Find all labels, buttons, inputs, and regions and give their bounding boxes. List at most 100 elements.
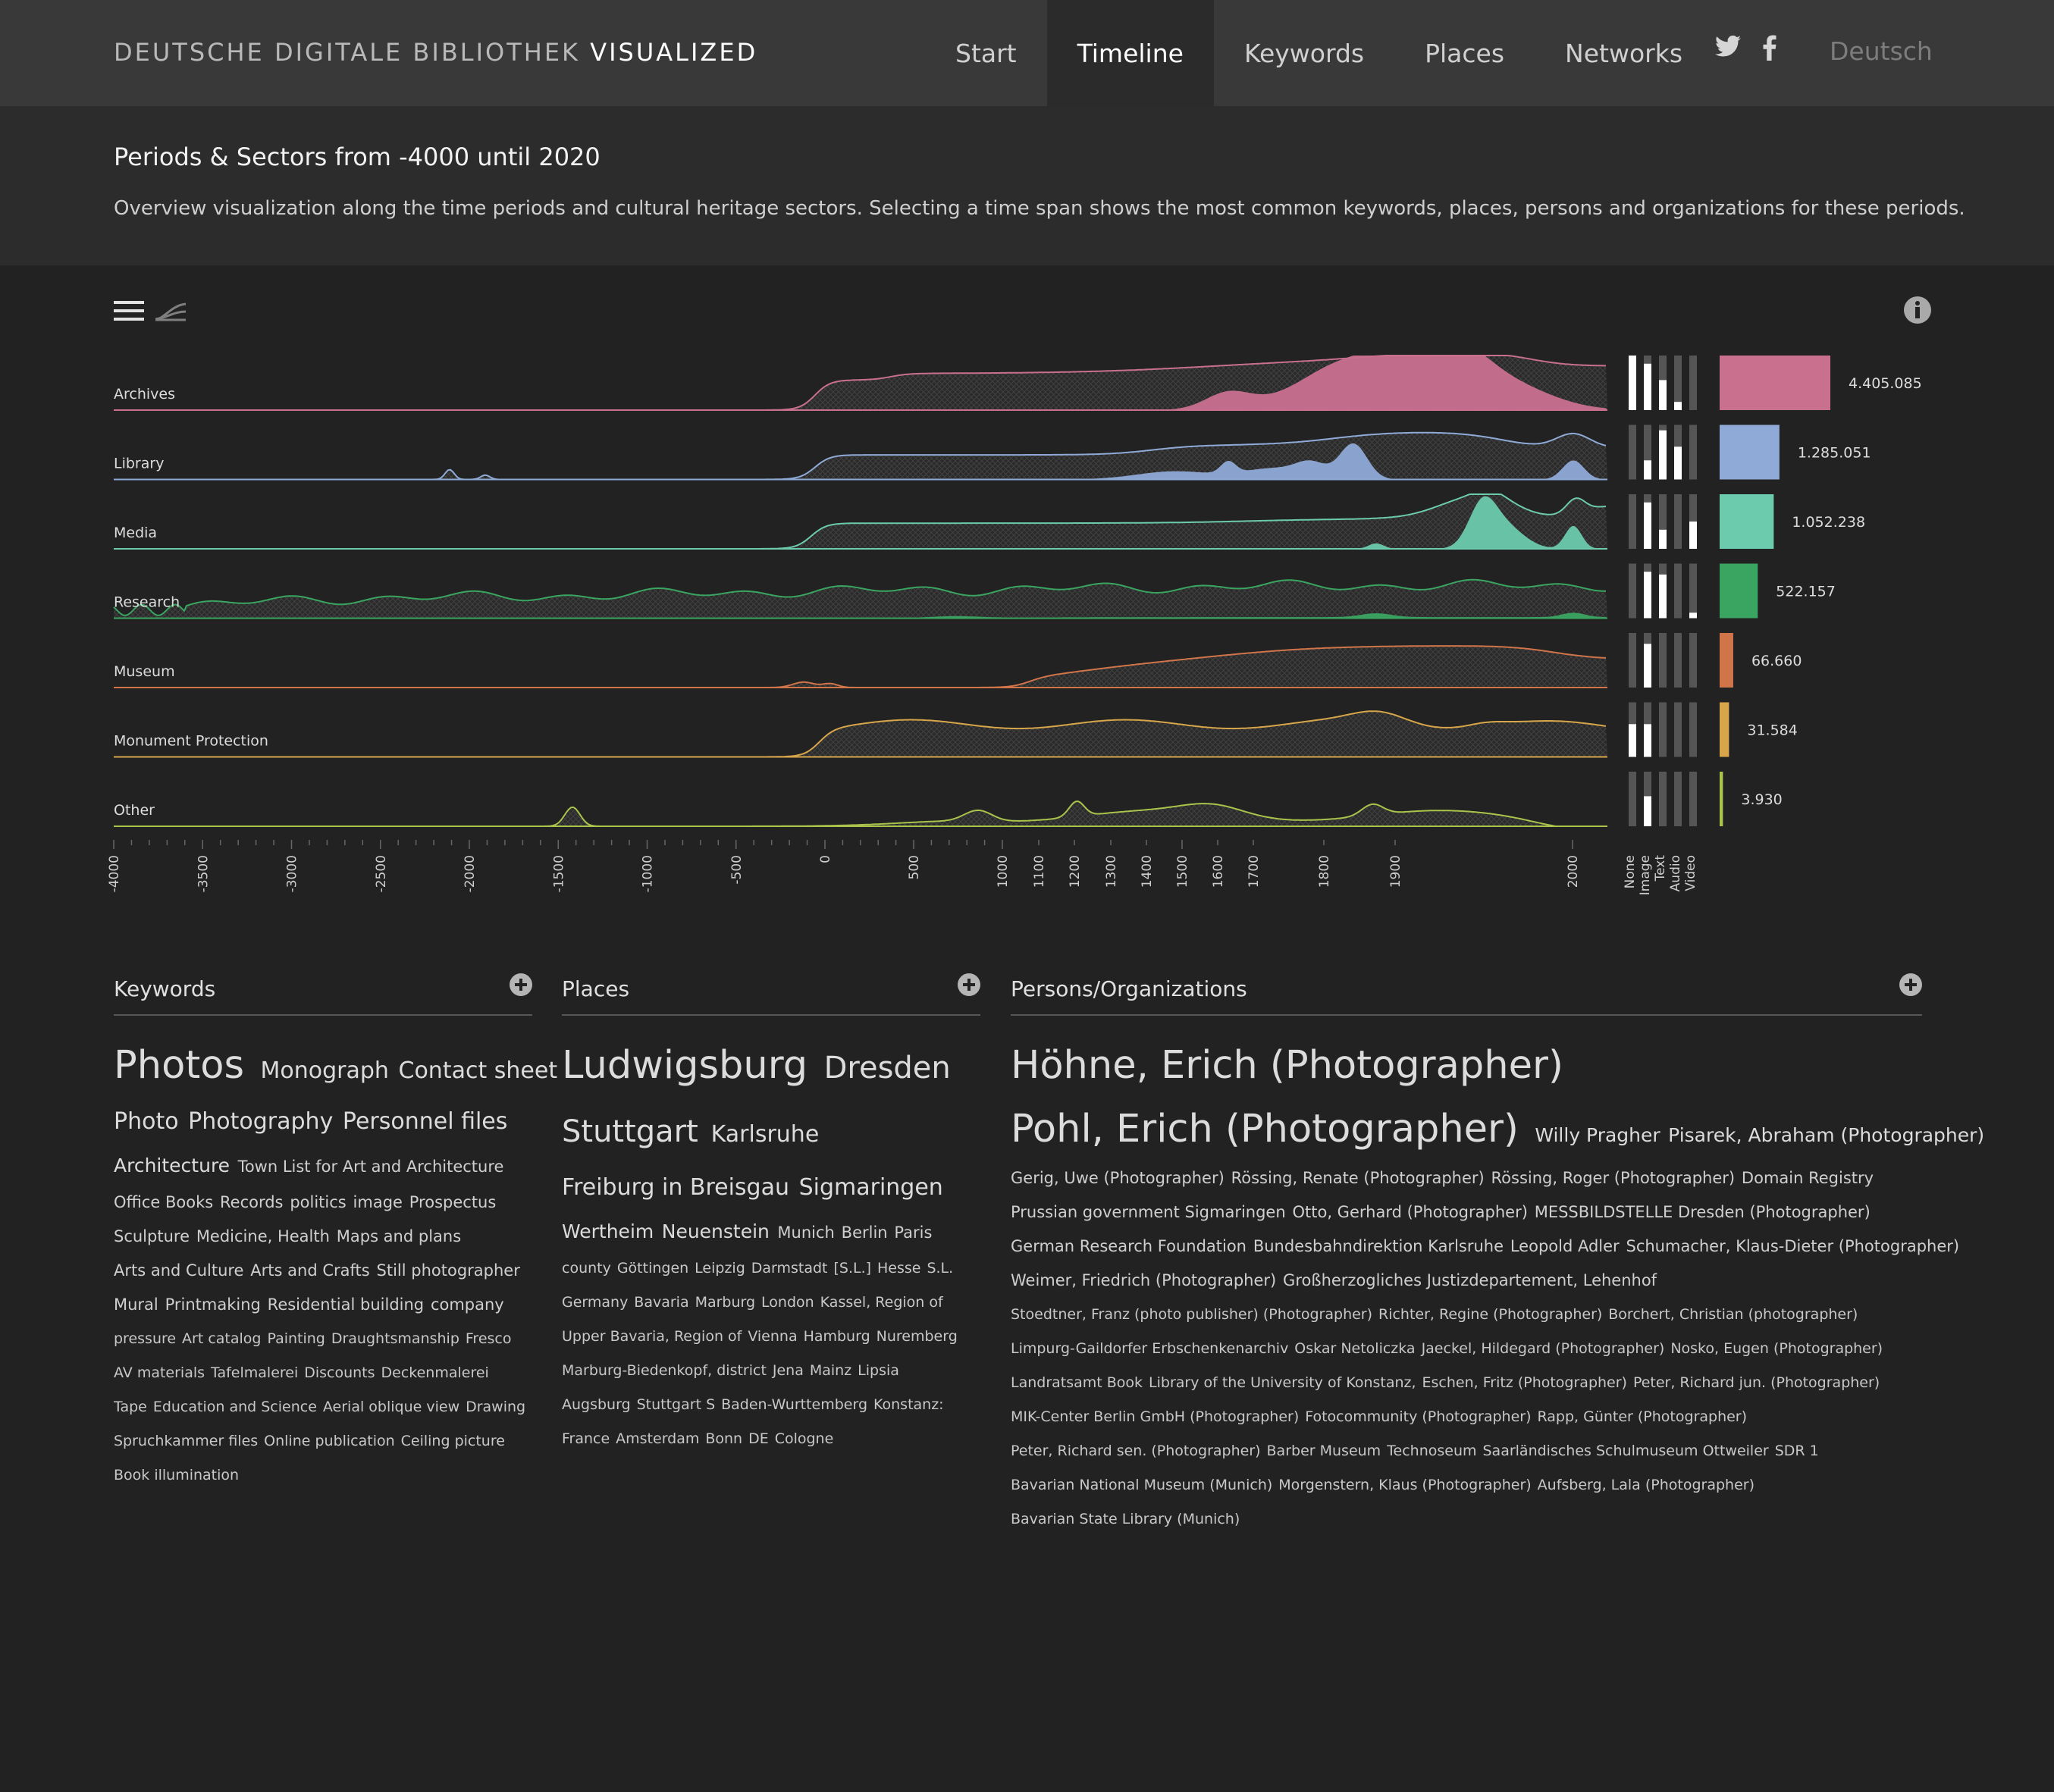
keyword-item[interactable]: Aerial oblique view bbox=[322, 1399, 460, 1415]
keyword-item[interactable]: politics bbox=[290, 1193, 347, 1211]
person-item[interactable]: Borchert, Christian (photographer) bbox=[1608, 1306, 1858, 1323]
place-item[interactable]: Marburg-Biedenkopf, district bbox=[562, 1362, 767, 1379]
place-item[interactable]: [S.L.] bbox=[833, 1260, 872, 1277]
place-item[interactable]: Marburg bbox=[695, 1294, 756, 1311]
menu-icon[interactable] bbox=[114, 299, 144, 322]
keyword-item[interactable]: Deckenmalerei bbox=[381, 1364, 489, 1381]
person-item[interactable]: Bavarian State Library (Munich) bbox=[1011, 1511, 1240, 1527]
keyword-item[interactable]: Tape bbox=[114, 1399, 147, 1415]
person-item[interactable]: Gerig, Uwe (Photographer) bbox=[1011, 1169, 1225, 1187]
person-item[interactable]: Library of the University of Konstanz, bbox=[1149, 1374, 1416, 1391]
sector-row-media[interactable]: Media 1.052.238 bbox=[114, 493, 1865, 550]
keyword-item[interactable]: Drawing bbox=[466, 1399, 526, 1415]
sector-total-bar[interactable] bbox=[1720, 494, 1774, 549]
person-item[interactable]: Landratsamt Book bbox=[1011, 1374, 1143, 1391]
keyword-item[interactable]: Art catalog bbox=[182, 1330, 262, 1347]
keyword-item[interactable]: Prospectus bbox=[409, 1193, 497, 1211]
place-item[interactable]: Darmstadt bbox=[751, 1260, 828, 1277]
nav-timeline[interactable]: Timeline bbox=[1046, 0, 1214, 106]
person-item[interactable]: Bavarian National Museum (Munich) bbox=[1011, 1477, 1273, 1493]
site-logo[interactable]: DEUTSCHE DIGITALE BIBLIOTHEK VISUALIZED bbox=[114, 38, 757, 67]
place-item[interactable]: Germany bbox=[562, 1294, 629, 1311]
keyword-item[interactable]: pressure bbox=[114, 1330, 177, 1347]
keyword-item[interactable]: Tafelmalerei bbox=[211, 1364, 299, 1381]
sector-total-bar[interactable] bbox=[1720, 563, 1758, 619]
person-item[interactable]: SDR 1 bbox=[1774, 1443, 1819, 1459]
person-item[interactable]: Oskar Netoliczka bbox=[1294, 1340, 1416, 1357]
place-item[interactable]: Munich bbox=[777, 1223, 835, 1242]
place-item[interactable]: Lipsia bbox=[858, 1362, 899, 1379]
keyword-item[interactable]: Monograph bbox=[260, 1057, 389, 1084]
keyword-item[interactable]: Ceiling picture bbox=[400, 1433, 505, 1449]
keyword-item[interactable]: Photos bbox=[114, 1043, 245, 1088]
place-item[interactable]: France bbox=[562, 1430, 610, 1447]
keyword-item[interactable]: Medicine, Health bbox=[196, 1227, 330, 1245]
person-item[interactable]: MESSBILDSTELLE Dresden (Photographer) bbox=[1534, 1203, 1871, 1221]
keywords-expand-icon[interactable] bbox=[510, 973, 532, 996]
keyword-item[interactable]: Photo bbox=[114, 1108, 179, 1135]
sector-row-museum[interactable]: Museum 66.660 bbox=[114, 633, 1802, 688]
keyword-item[interactable]: Painting bbox=[267, 1330, 325, 1347]
place-item[interactable]: Bonn bbox=[705, 1430, 743, 1447]
keyword-item[interactable]: Book illumination bbox=[114, 1467, 240, 1483]
person-item[interactable]: Peter, Richard sen. (Photographer) bbox=[1011, 1443, 1261, 1459]
place-item[interactable]: Vienna bbox=[748, 1328, 798, 1345]
person-item[interactable]: Technoseum bbox=[1387, 1443, 1477, 1459]
place-item[interactable]: Hamburg bbox=[803, 1328, 870, 1345]
language-switch[interactable]: Deutsch bbox=[1830, 36, 1933, 66]
person-item[interactable]: Domain Registry bbox=[1741, 1169, 1874, 1187]
timeline-chart[interactable]: Archives 4.405.085 Library 1.285.051 Media 1.… bbox=[0, 334, 1971, 910]
keyword-item[interactable]: Office Books bbox=[114, 1193, 214, 1211]
person-item[interactable]: Eschen, Fritz (Photographer) bbox=[1422, 1374, 1627, 1391]
keyword-item[interactable]: Records bbox=[220, 1193, 284, 1211]
sector-total-bar[interactable] bbox=[1720, 425, 1780, 480]
sector-row-archives[interactable]: Archives 4.405.085 bbox=[114, 355, 1922, 411]
place-item[interactable]: Bavaria bbox=[634, 1294, 689, 1311]
person-item[interactable]: Morgenstern, Klaus (Photographer) bbox=[1278, 1477, 1532, 1493]
nav-networks[interactable]: Networks bbox=[1565, 38, 1683, 68]
sector-total-bar[interactable] bbox=[1720, 702, 1729, 757]
keyword-item[interactable]: Contact sheet bbox=[398, 1057, 558, 1084]
place-item[interactable]: Hesse bbox=[877, 1260, 921, 1277]
keyword-item[interactable]: AV materials bbox=[114, 1364, 205, 1381]
place-item[interactable]: Ludwigsburg bbox=[562, 1043, 808, 1088]
place-item[interactable]: Leipzig bbox=[695, 1260, 745, 1277]
person-item[interactable]: MIK-Center Berlin GmbH (Photographer) bbox=[1011, 1408, 1300, 1425]
persons-expand-icon[interactable] bbox=[1899, 973, 1922, 996]
sector-total-bar[interactable] bbox=[1720, 772, 1723, 826]
person-item[interactable]: Barber Museum bbox=[1266, 1443, 1381, 1459]
sector-row-library[interactable]: Library 1.285.051 bbox=[114, 425, 1871, 481]
person-item[interactable]: Pohl, Erich (Photographer) bbox=[1011, 1107, 1519, 1151]
person-item[interactable]: Weimer, Friedrich (Photographer) bbox=[1011, 1271, 1277, 1289]
person-item[interactable]: Leopold Adler bbox=[1510, 1237, 1620, 1255]
person-item[interactable]: Richter, Regine (Photographer) bbox=[1378, 1306, 1603, 1323]
person-item[interactable]: Bundesbahndirektion Karlsruhe bbox=[1253, 1237, 1504, 1255]
place-item[interactable]: Berlin bbox=[841, 1223, 888, 1242]
place-item[interactable]: Jena bbox=[772, 1362, 804, 1379]
place-item[interactable]: Neuenstein bbox=[661, 1220, 770, 1242]
nav-keywords[interactable]: Keywords bbox=[1243, 38, 1365, 68]
facebook-icon[interactable] bbox=[1763, 35, 1776, 61]
keyword-item[interactable]: Spruchkammer files bbox=[114, 1433, 259, 1449]
keyword-item[interactable]: Fresco bbox=[465, 1330, 512, 1347]
keyword-item[interactable]: Discounts bbox=[304, 1364, 375, 1381]
place-item[interactable]: London bbox=[761, 1294, 814, 1311]
nav-places[interactable]: Places bbox=[1425, 38, 1505, 68]
person-item[interactable]: Peter, Richard jun. (Photographer) bbox=[1632, 1374, 1880, 1391]
nav-start[interactable]: Start bbox=[955, 38, 1017, 68]
place-item[interactable]: Kassel, Region of bbox=[820, 1294, 943, 1311]
place-item[interactable]: Amsterdam bbox=[616, 1430, 700, 1447]
place-item[interactable]: Stuttgart bbox=[562, 1114, 698, 1149]
person-item[interactable]: Nosko, Eugen (Photographer) bbox=[1670, 1340, 1883, 1357]
person-item[interactable]: Aufsberg, Lala (Photographer) bbox=[1537, 1477, 1755, 1493]
keyword-item[interactable]: Architecture bbox=[114, 1154, 230, 1176]
place-item[interactable]: Wertheim bbox=[562, 1220, 654, 1242]
place-item[interactable]: Dresden bbox=[823, 1051, 951, 1086]
keyword-item[interactable]: Still photographer bbox=[376, 1261, 520, 1280]
person-item[interactable]: Höhne, Erich (Photographer) bbox=[1011, 1043, 1563, 1088]
keyword-item[interactable]: Mural bbox=[114, 1295, 158, 1314]
place-item[interactable]: Augsburg bbox=[562, 1396, 631, 1413]
person-item[interactable]: Otto, Gerhard (Photographer) bbox=[1292, 1203, 1528, 1221]
sector-total-bar[interactable] bbox=[1720, 356, 1830, 410]
keyword-item[interactable]: Draughtsmanship bbox=[331, 1330, 459, 1347]
